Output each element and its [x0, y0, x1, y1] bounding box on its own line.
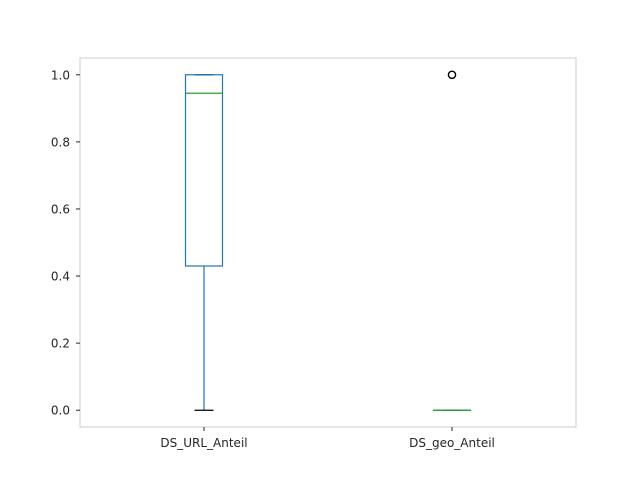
x-axis: DS_URL_Anteil DS_geo_Anteil	[160, 427, 495, 450]
y-axis: 0.0 0.2 0.4 0.6 0.8 1.0	[51, 68, 80, 417]
box	[186, 75, 223, 266]
plot-area-frame	[80, 58, 576, 427]
box-series	[186, 71, 471, 410]
y-tick-label: 0.6	[51, 202, 70, 216]
y-tick-label: 1.0	[51, 68, 70, 82]
y-tick-label: 0.0	[51, 404, 70, 418]
x-tick-label: DS_geo_Anteil	[409, 436, 495, 450]
y-tick-label: 0.8	[51, 135, 70, 149]
outlier-point	[448, 71, 455, 78]
x-tick-label: DS_URL_Anteil	[160, 436, 247, 450]
y-tick-label: 0.2	[51, 337, 70, 351]
y-tick-label: 0.4	[51, 270, 70, 284]
